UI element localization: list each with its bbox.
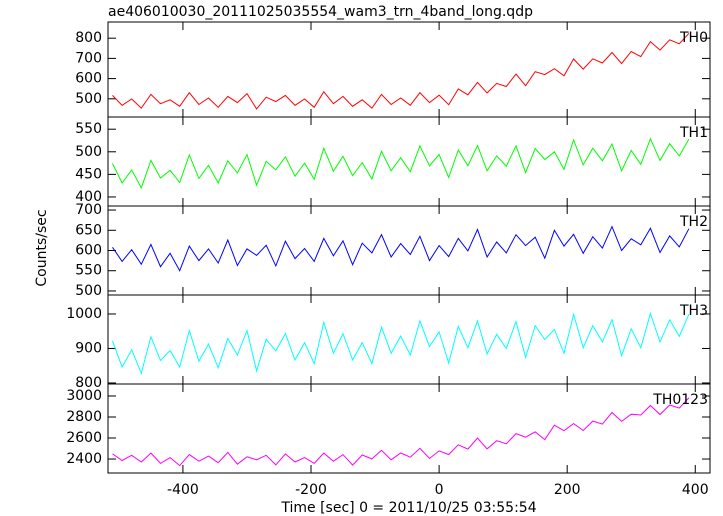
panel-frame bbox=[107, 294, 711, 385]
light-curve bbox=[112, 397, 690, 467]
y-tick-label: 450 bbox=[75, 166, 102, 182]
series-label: TH0 bbox=[679, 30, 708, 46]
y-axis-label: Counts/sec bbox=[34, 209, 50, 286]
y-tick-label: 3000 bbox=[66, 388, 102, 404]
chart-title: ae406010030_20111025035554_wam3_trn_4ban… bbox=[108, 4, 533, 20]
series-label: TH3 bbox=[679, 303, 708, 319]
x-tick-label: -200 bbox=[295, 482, 327, 498]
x-tick-label: 200 bbox=[554, 482, 581, 498]
x-axis-label: Time [sec] 0 = 2011/10/25 03:55:54 bbox=[280, 500, 536, 516]
y-tick-label: 2800 bbox=[66, 409, 102, 425]
y-tick-label: 1000 bbox=[66, 306, 102, 322]
series-label: TH2 bbox=[679, 214, 708, 230]
y-tick-label: 800 bbox=[75, 375, 102, 391]
light-curve bbox=[112, 32, 690, 110]
y-tick-label: 550 bbox=[75, 121, 102, 137]
light-curve bbox=[112, 137, 690, 190]
y-tick-label: 700 bbox=[75, 202, 102, 218]
y-tick-label: 600 bbox=[75, 71, 102, 87]
y-tick-label: 500 bbox=[75, 91, 102, 107]
panel-frame bbox=[107, 383, 711, 474]
y-tick-label: 600 bbox=[75, 243, 102, 259]
x-tick-label: -400 bbox=[167, 482, 199, 498]
y-tick-label: 500 bbox=[75, 144, 102, 160]
panel-frame bbox=[107, 21, 711, 118]
y-tick-label: 650 bbox=[75, 222, 102, 238]
x-tick-label: 0 bbox=[435, 482, 444, 498]
series-label: TH1 bbox=[679, 125, 708, 141]
series-label: TH0123 bbox=[652, 392, 708, 408]
panel-frame bbox=[107, 205, 711, 296]
y-tick-label: 550 bbox=[75, 263, 102, 279]
y-tick-label: 700 bbox=[75, 50, 102, 66]
light-curve bbox=[112, 311, 690, 375]
panel-frame bbox=[107, 116, 711, 207]
x-tick-label: 400 bbox=[682, 482, 709, 498]
y-tick-label: 500 bbox=[75, 283, 102, 299]
light-curve bbox=[112, 225, 690, 272]
y-tick-label: 800 bbox=[75, 30, 102, 46]
y-tick-label: 400 bbox=[75, 189, 102, 205]
y-tick-label: 2600 bbox=[66, 430, 102, 446]
y-tick-label: 900 bbox=[75, 340, 102, 356]
y-tick-label: 2400 bbox=[66, 451, 102, 467]
